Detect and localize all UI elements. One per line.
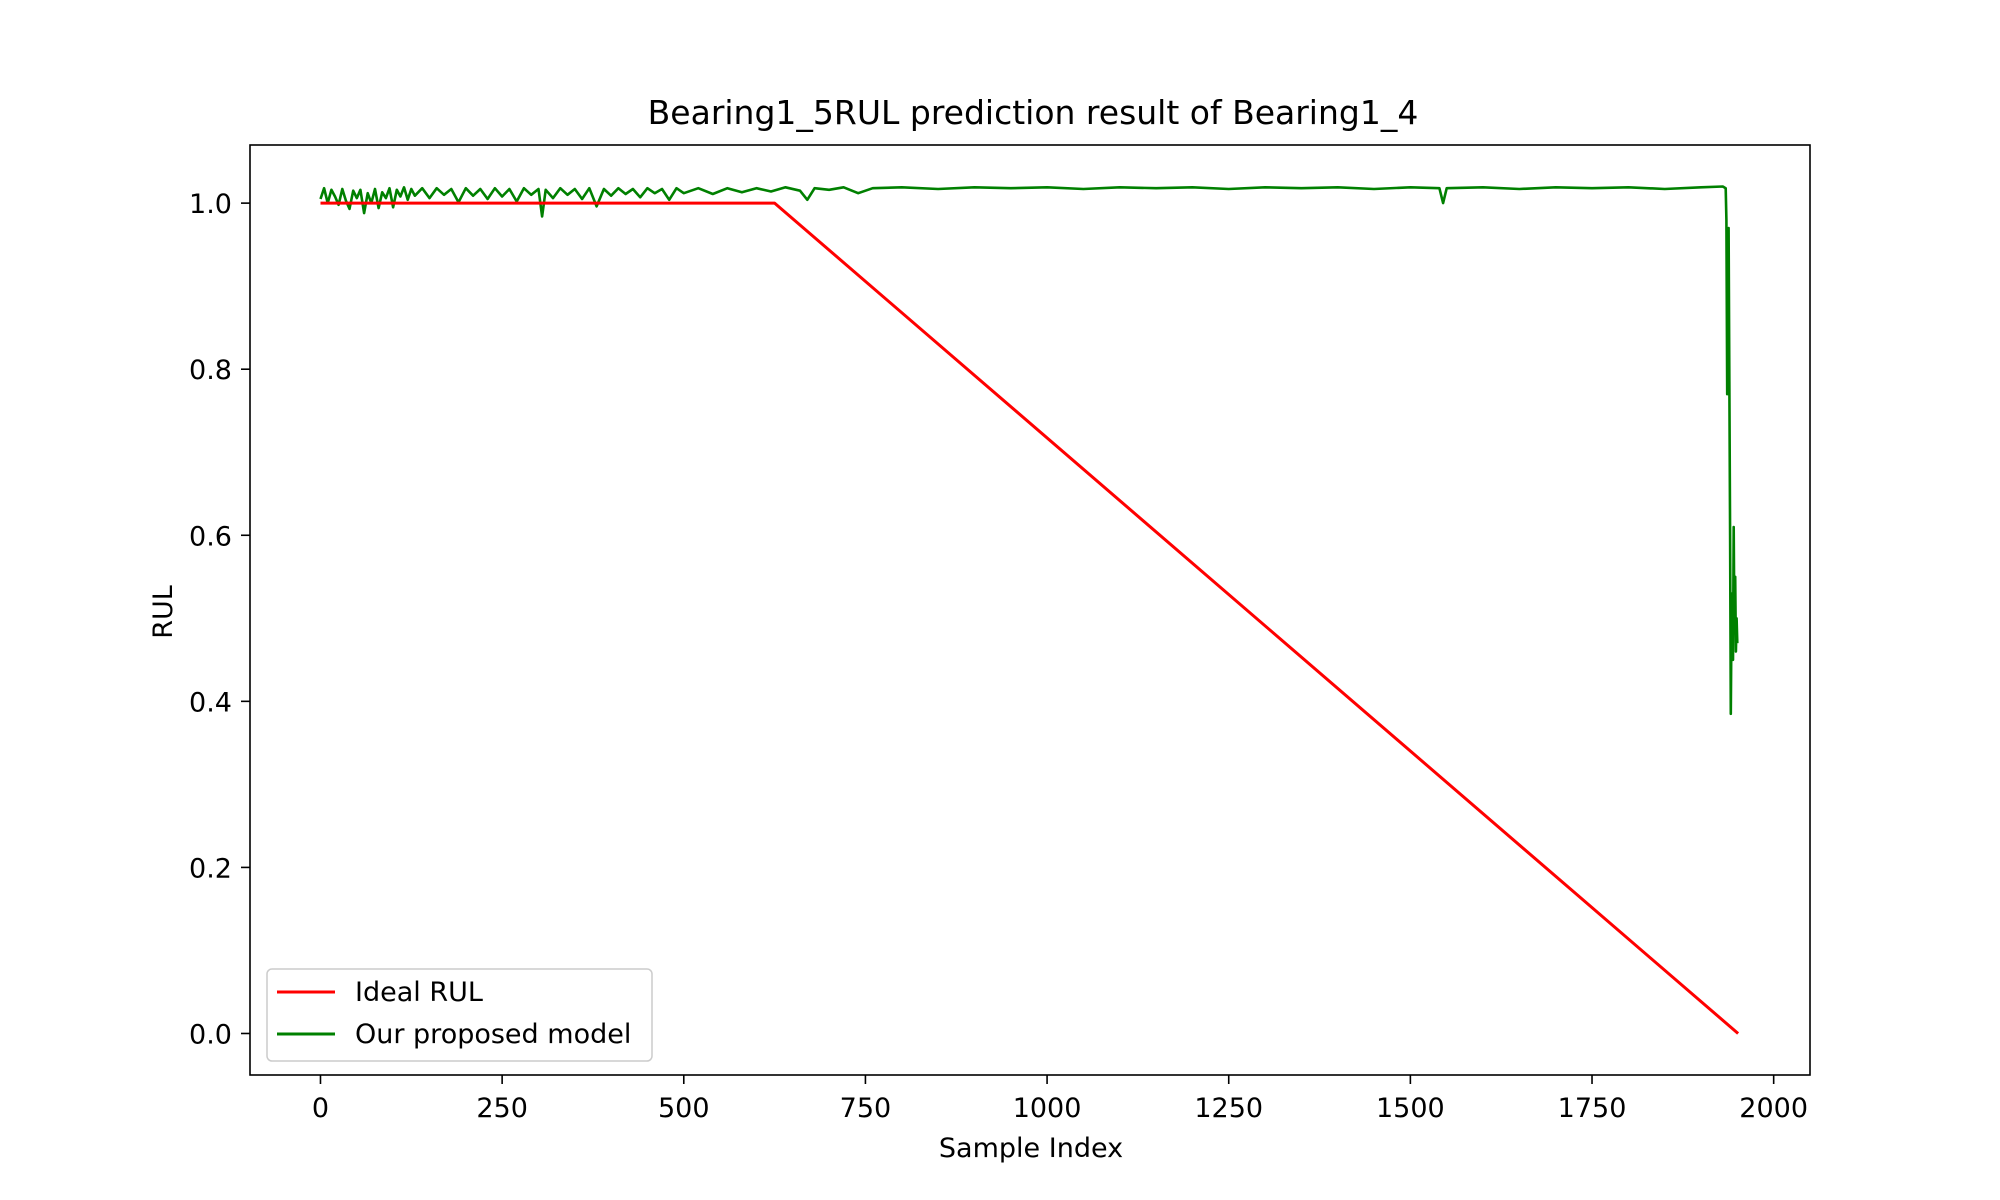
x-tick-label: 250 <box>476 1093 528 1124</box>
x-tick-label: 1500 <box>1376 1093 1445 1124</box>
x-tick-label: 750 <box>840 1093 892 1124</box>
legend: Ideal RUL Our proposed model <box>266 968 653 1062</box>
plot-area-frame <box>249 144 1811 1076</box>
x-axis-ticks: 0 250 500 750 1000 1250 1500 1750 2000 <box>312 1075 1808 1124</box>
y-tick-label: 0.4 <box>189 687 232 718</box>
chart-title: Bearing1_5RUL prediction result of Beari… <box>648 93 1419 132</box>
y-axis-label: RUL <box>148 585 179 639</box>
x-tick-label: 1000 <box>1013 1093 1082 1124</box>
legend-box <box>266 968 653 1062</box>
y-tick-label: 0.6 <box>189 521 232 552</box>
y-tick-label: 0.2 <box>189 853 232 884</box>
y-tick-label: 1.0 <box>189 189 232 220</box>
x-tick-label: 500 <box>658 1093 710 1124</box>
x-tick-label: 1250 <box>1194 1093 1263 1124</box>
x-tick-label: 0 <box>312 1093 329 1124</box>
legend-label-proposed-model: Our proposed model <box>355 1019 631 1050</box>
y-tick-label: 0.8 <box>189 355 232 386</box>
x-tick-label: 2000 <box>1739 1093 1808 1124</box>
x-axis-label: Sample Index <box>939 1133 1123 1164</box>
y-axis-ticks: 0.0 0.2 0.4 0.6 0.8 1.0 <box>189 189 250 1050</box>
y-tick-label: 0.0 <box>189 1019 232 1050</box>
plot-lines <box>319 185 1740 1035</box>
series-line-ideal-rul <box>320 201 1740 1035</box>
legend-label-ideal-rul: Ideal RUL <box>355 977 483 1008</box>
x-tick-label: 1750 <box>1558 1093 1627 1124</box>
